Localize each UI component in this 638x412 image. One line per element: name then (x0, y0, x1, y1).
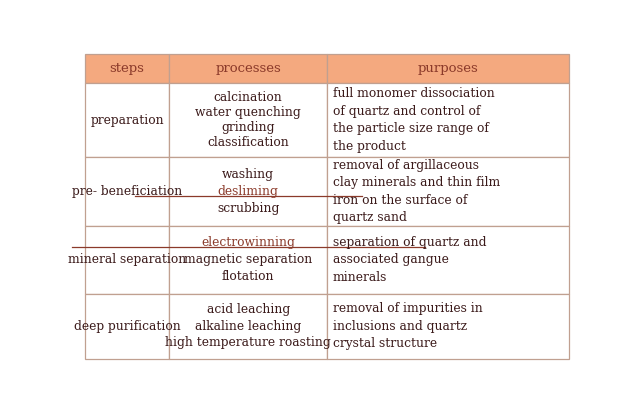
Text: removal of impurities in
inclusions and quartz
crystal structure: removal of impurities in inclusions and … (333, 302, 483, 350)
Bar (85, 83, 170, 157)
Bar (170, 157, 327, 225)
Text: grinding: grinding (221, 121, 275, 134)
Bar (327, 83, 569, 157)
Text: calcination: calcination (214, 91, 283, 104)
Bar (170, 54, 327, 83)
Bar (85, 225, 170, 294)
Text: full monomer dissociation
of quartz and control of
the particle size range of
th: full monomer dissociation of quartz and … (333, 87, 494, 153)
Text: washing: washing (222, 168, 274, 181)
Text: pre- beneficiation: pre- beneficiation (72, 185, 182, 198)
Bar (327, 54, 569, 83)
Text: separation of quartz and
associated gangue
minerals: separation of quartz and associated gang… (333, 236, 486, 283)
Text: alkaline leaching: alkaline leaching (195, 320, 301, 333)
Bar (85, 294, 170, 359)
Bar (327, 157, 569, 225)
Text: electrowinning: electrowinning (202, 236, 295, 249)
Text: desliming: desliming (218, 185, 279, 198)
Text: classification: classification (207, 136, 289, 149)
Text: steps: steps (110, 62, 145, 75)
Text: flotation: flotation (222, 270, 274, 283)
Bar (327, 225, 569, 294)
Bar (170, 225, 327, 294)
Text: high temperature roasting: high temperature roasting (165, 336, 331, 349)
Text: removal of argillaceous
clay minerals and thin film
iron on the surface of
quart: removal of argillaceous clay minerals an… (333, 159, 500, 224)
Bar (85, 54, 170, 83)
Text: deep purification: deep purification (74, 320, 181, 333)
Text: scrubbing: scrubbing (217, 202, 279, 215)
Text: preparation: preparation (91, 114, 164, 126)
Text: magnetic separation: magnetic separation (184, 253, 313, 266)
Bar (170, 83, 327, 157)
Bar (327, 294, 569, 359)
Bar (170, 294, 327, 359)
Text: water quenching: water quenching (195, 106, 301, 119)
Text: mineral separation: mineral separation (68, 253, 186, 266)
Text: purposes: purposes (418, 62, 478, 75)
Bar (85, 157, 170, 225)
Text: processes: processes (216, 62, 281, 75)
Text: acid leaching: acid leaching (207, 304, 290, 316)
